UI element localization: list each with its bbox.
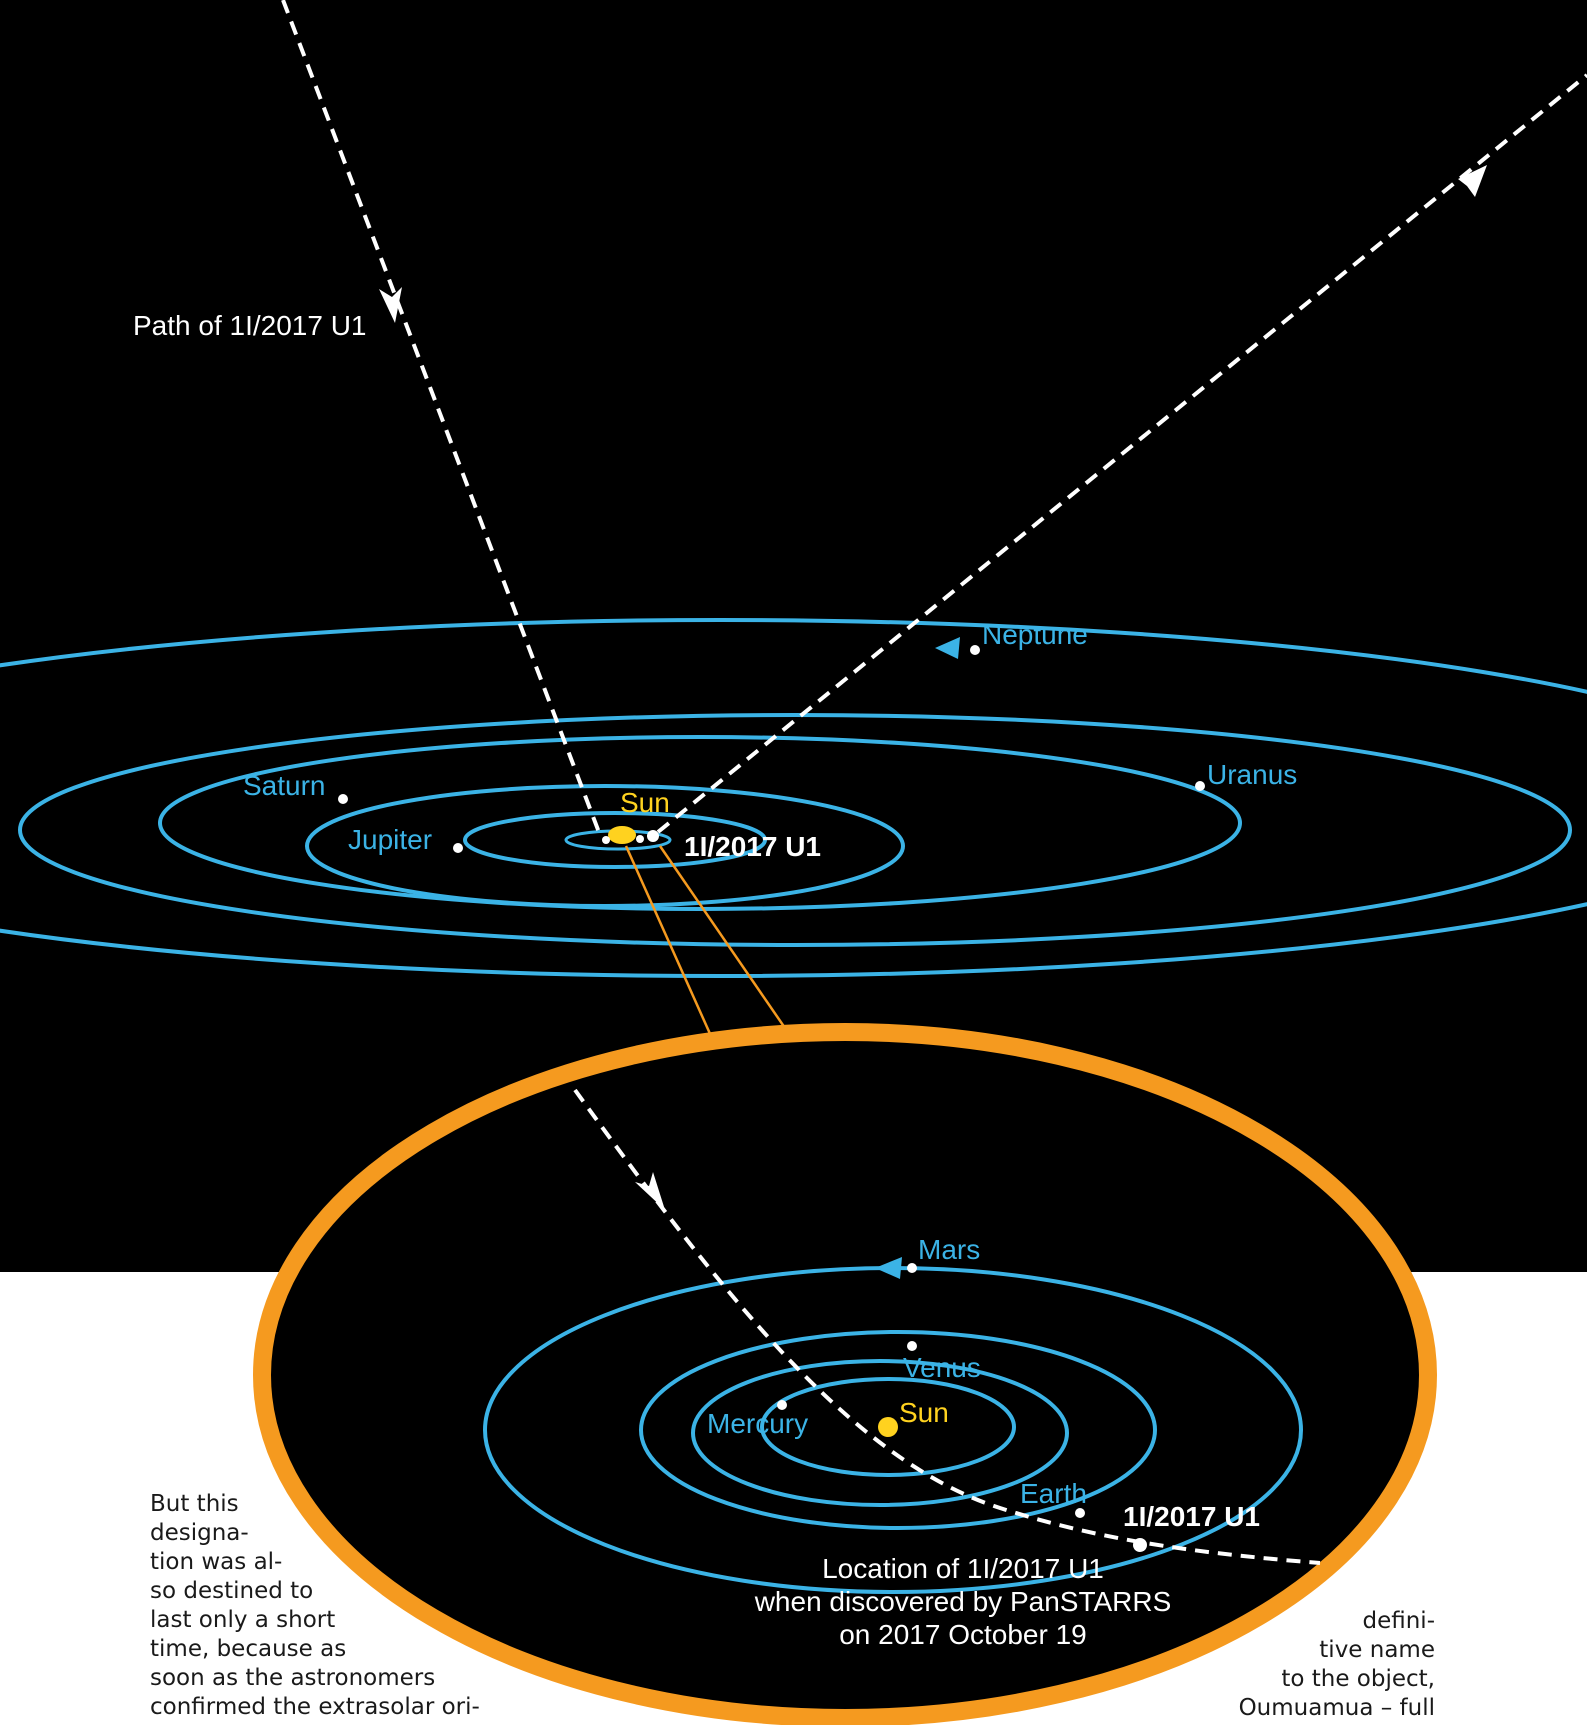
jupiter-dot: [453, 843, 463, 853]
uranus-dot: [1195, 781, 1205, 791]
jupiter-label: Jupiter: [348, 824, 432, 855]
object-inner-dot: [1133, 1538, 1147, 1552]
text-line: last only a short: [150, 1607, 336, 1633]
sun-outer-label: Sun: [620, 787, 670, 818]
neptune-orbit-arrow: [935, 637, 960, 659]
incoming-path: [281, 0, 602, 836]
mercury-dot: [777, 1400, 787, 1410]
neptune-label: Neptune: [982, 619, 1088, 650]
venus-orbit: [691, 1359, 1069, 1507]
zoomed-path: [573, 1088, 1321, 1565]
text-line: confirmed the extrasolar ori-: [150, 1694, 480, 1720]
discovery-label-line1: Location of 1I/2017 U1: [822, 1553, 1104, 1584]
path-label: Path of 1I/2017 U1: [133, 310, 367, 341]
inner-planet-dot-1: [602, 836, 610, 844]
text-line: tive name: [1319, 1637, 1435, 1663]
outgoing-path-arrow: [1458, 165, 1487, 197]
uranus-label: Uranus: [1207, 759, 1297, 790]
sun-outer: [608, 826, 636, 844]
discovery-label-line3: on 2017 October 19: [839, 1619, 1087, 1650]
earth-dot: [1075, 1508, 1085, 1518]
neptune-dot: [970, 645, 980, 655]
object-outer-dot: [647, 830, 659, 842]
text-line: soon as the astronomers: [150, 1665, 436, 1691]
mercury-orbit: [760, 1377, 1016, 1477]
text-line: designa-: [150, 1520, 249, 1546]
outgoing-path: [656, 73, 1587, 834]
object-outer-label: 1I/2017 U1: [684, 831, 821, 862]
text-line: time, because as: [150, 1636, 347, 1662]
neptune-orbit: [0, 618, 1587, 978]
earth-label: Earth: [1020, 1478, 1087, 1509]
venus-label: Venus: [903, 1352, 981, 1383]
text-line: defini-: [1362, 1608, 1435, 1634]
saturn-label: Saturn: [243, 770, 326, 801]
text-line: But this: [150, 1491, 239, 1517]
text-line: Oumuamua – full: [1238, 1695, 1435, 1721]
object-inner-label: 1I/2017 U1: [1123, 1501, 1260, 1532]
body-text-right-column: defini- tive name to the object, Oumuamu…: [1200, 1607, 1435, 1723]
text-line: to the object,: [1281, 1666, 1435, 1692]
saturn-orbit: [158, 735, 1242, 911]
saturn-dot: [338, 794, 348, 804]
text-line: tion was al-: [150, 1549, 283, 1575]
sun-inner-label: Sun: [899, 1397, 949, 1428]
mars-orbit-arrow: [875, 1257, 902, 1279]
zoomed-path-arrow: [635, 1172, 665, 1210]
discovery-label-line2: when discovered by PanSTARRS: [754, 1586, 1172, 1617]
incoming-path-arrow: [379, 287, 402, 323]
mars-dot: [907, 1263, 917, 1273]
mars-label: Mars: [918, 1234, 980, 1265]
sun-inner: [878, 1417, 898, 1437]
jupiter-orbit: [305, 784, 905, 908]
earth-orbit: [639, 1330, 1157, 1530]
uranus-orbit: [18, 713, 1572, 947]
inner-planet-dot-2: [636, 835, 644, 843]
venus-dot: [907, 1341, 917, 1351]
body-text-left-column: But this designa- tion was al- so destin…: [150, 1490, 480, 1722]
text-line: so destined to: [150, 1578, 314, 1604]
inner-system-orbit-outer: [463, 811, 767, 869]
mercury-label: Mercury: [707, 1408, 808, 1439]
